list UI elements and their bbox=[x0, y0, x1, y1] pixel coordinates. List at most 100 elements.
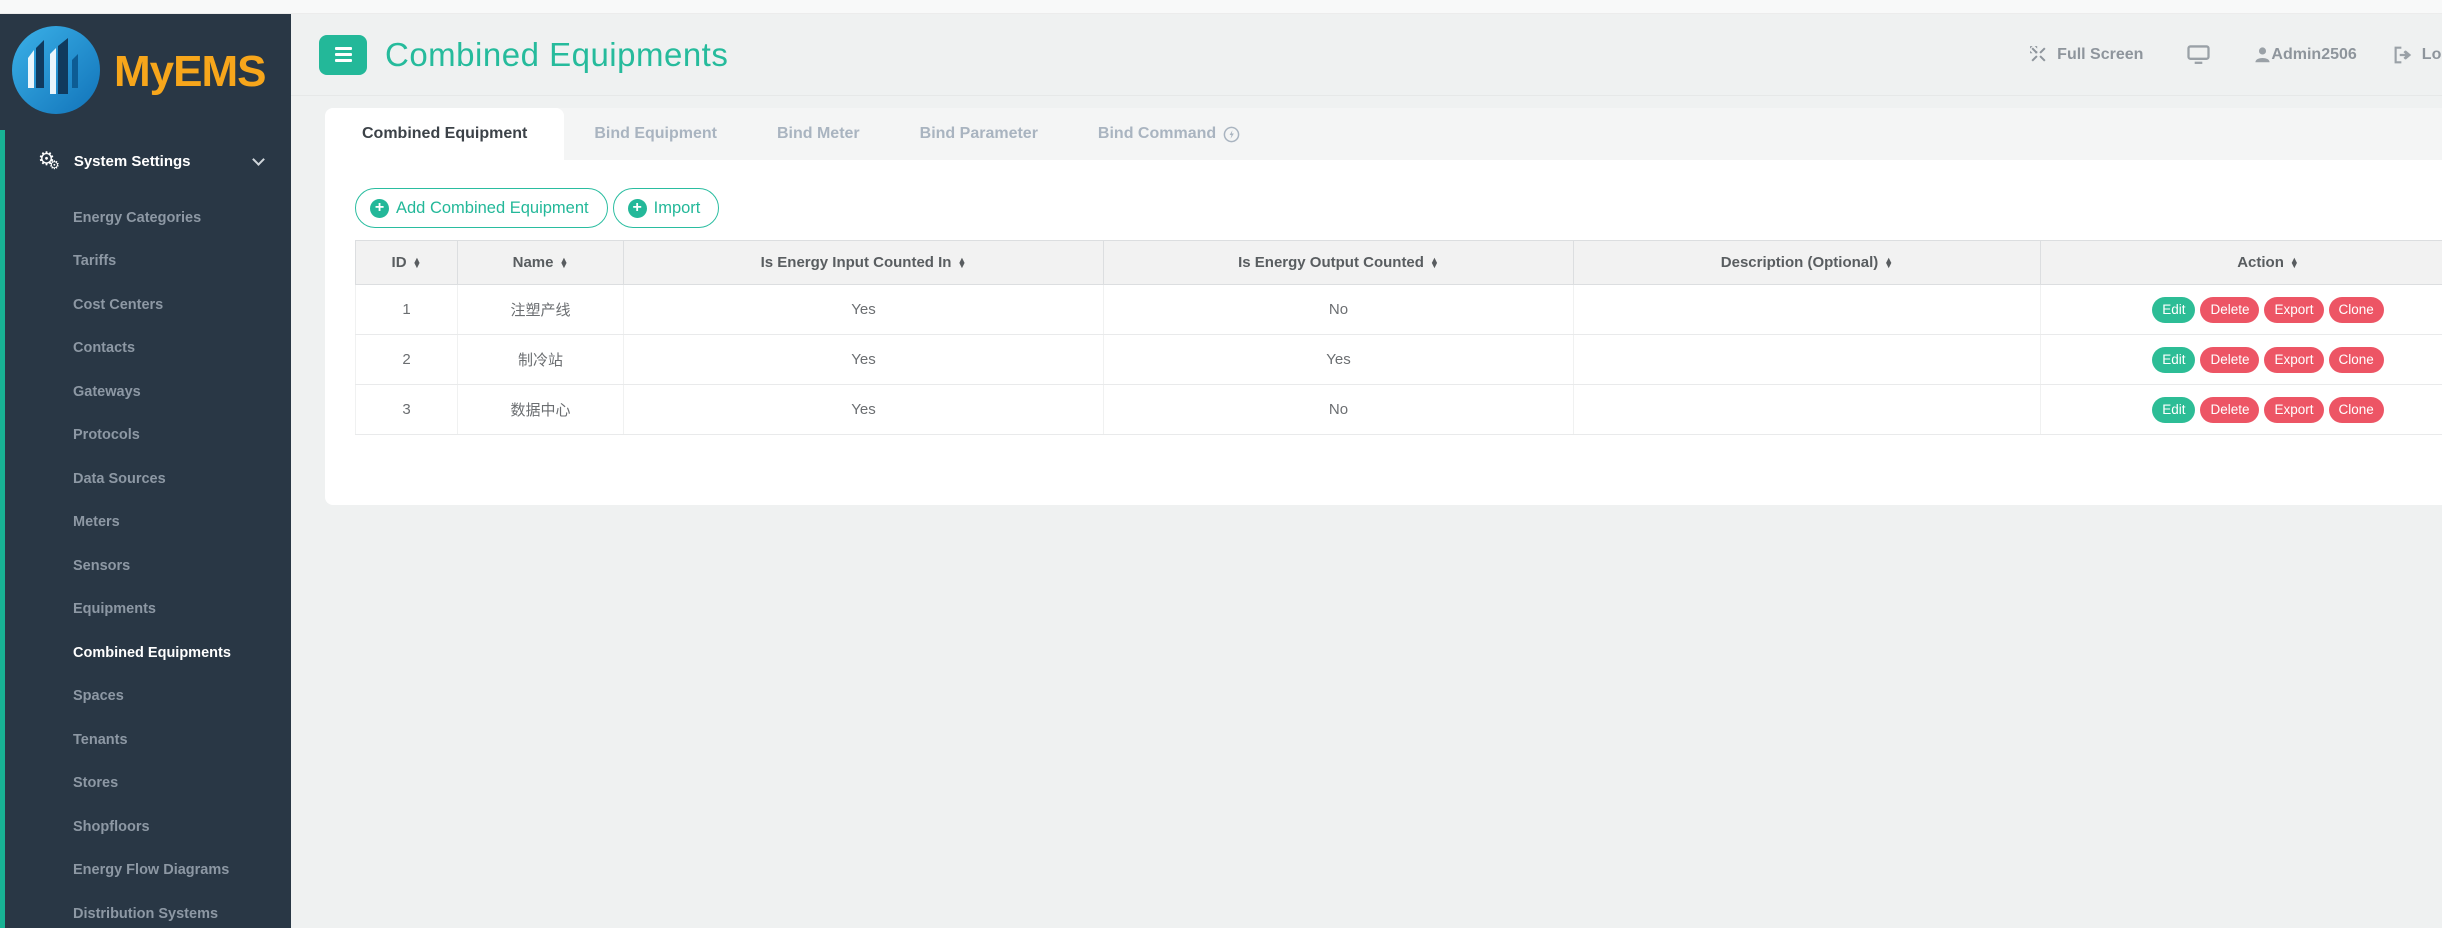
chevron-down-icon bbox=[252, 152, 265, 166]
column-header-output-counted[interactable]: Is Energy Output Counted ▲ ▼ bbox=[1103, 240, 1574, 285]
cell-name: 数据中心 bbox=[457, 384, 624, 435]
sidebar-menu: ⚙⚙ System Settings Energy Categories Tar… bbox=[0, 130, 291, 928]
user-icon bbox=[2255, 47, 2271, 63]
sidebar-item-meters[interactable]: Meters bbox=[73, 514, 120, 531]
brand-logo[interactable]: MyEMS bbox=[0, 14, 291, 130]
combined-equipments-table: ID ▲ ▼ Name ▲ ▼ Is Energy Input Counted In ▲ ▼… bbox=[355, 240, 2442, 435]
cell-input-counted: Yes bbox=[623, 384, 1104, 435]
tab-bind-equipment[interactable]: Bind Equipment bbox=[594, 125, 717, 142]
cell-input-counted: Yes bbox=[623, 334, 1104, 385]
toolbar: + Add Combined Equipment + Import bbox=[355, 188, 2442, 228]
username: Admin2506 bbox=[2271, 45, 2357, 63]
tab-bar: Combined Equipment Bind Equipment Bind M… bbox=[325, 108, 2442, 160]
myems-logo-icon bbox=[10, 24, 102, 121]
delete-button[interactable]: Delete bbox=[2200, 396, 2260, 423]
page-header: Combined Equipments Full Screen bbox=[291, 14, 2442, 96]
tab-bind-command[interactable]: Bind Command bbox=[1068, 108, 1270, 160]
cell-output-counted: Yes bbox=[1103, 334, 1574, 385]
delete-button[interactable]: Delete bbox=[2200, 346, 2260, 373]
action-buttons: Edit Delete Export Clone bbox=[2041, 396, 2442, 423]
sidebar-item-sensors[interactable]: Sensors bbox=[73, 557, 131, 574]
clone-button[interactable]: Clone bbox=[2328, 296, 2384, 323]
command-circle-icon bbox=[1223, 126, 1240, 143]
clone-button[interactable]: Clone bbox=[2328, 396, 2384, 423]
sidebar-item-shopfloors[interactable]: Shopfloors bbox=[73, 818, 150, 835]
header-actions: Full Screen Admin2506 bbox=[2029, 44, 2442, 65]
action-buttons: Edit Delete Export Clone bbox=[2041, 296, 2442, 323]
sidebar-item-cost-centers[interactable]: Cost Centers bbox=[73, 296, 164, 313]
brand-name: MyEMS bbox=[114, 47, 266, 96]
sort-icon: ▲ ▼ bbox=[1884, 255, 1894, 270]
sidebar-item-protocols[interactable]: Protocols bbox=[73, 427, 140, 444]
column-header-id[interactable]: ID ▲ ▼ bbox=[355, 240, 458, 285]
cell-id: 1 bbox=[355, 284, 458, 335]
content-card: Combined Equipment Bind Equipment Bind M… bbox=[325, 108, 2442, 505]
import-button[interactable]: + Import bbox=[612, 188, 720, 228]
table-row: 1 注塑产线 Yes No Edit Delete Export Clone bbox=[355, 284, 2442, 335]
top-strip bbox=[0, 0, 2442, 14]
tab-bind-parameter[interactable]: Bind Parameter bbox=[919, 125, 1038, 142]
sidebar-section-system-settings[interactable]: ⚙⚙ System Settings bbox=[5, 144, 291, 178]
column-header-action[interactable]: Action ▲ ▼ bbox=[2040, 240, 2442, 285]
cell-name: 制冷站 bbox=[457, 334, 624, 385]
sort-icon: ▲ ▼ bbox=[559, 255, 569, 270]
add-combined-equipment-button[interactable]: + Add Combined Equipment bbox=[355, 188, 608, 228]
tab-combined-equipment[interactable]: Combined Equipment bbox=[325, 108, 565, 160]
sidebar-item-spaces[interactable]: Spaces bbox=[73, 688, 124, 705]
sidebar-item-tariffs[interactable]: Tariffs bbox=[73, 253, 117, 270]
edit-button[interactable]: Edit bbox=[2152, 296, 2196, 323]
clone-button[interactable]: Clone bbox=[2328, 346, 2384, 373]
cell-description bbox=[1573, 334, 2041, 385]
display-button[interactable] bbox=[2187, 44, 2211, 65]
column-header-input-counted[interactable]: Is Energy Input Counted In ▲ ▼ bbox=[623, 240, 1104, 285]
cogs-icon: ⚙⚙ bbox=[38, 149, 60, 172]
cell-input-counted: Yes bbox=[623, 284, 1104, 335]
logout-button[interactable]: Logout bbox=[2393, 46, 2442, 64]
user-menu[interactable]: Admin2506 bbox=[2254, 45, 2357, 64]
fullscreen-button[interactable]: Full Screen bbox=[2029, 45, 2143, 64]
edit-button[interactable]: Edit bbox=[2152, 396, 2196, 423]
sidebar-section-label: System Settings bbox=[73, 152, 191, 170]
cell-name: 注塑产线 bbox=[457, 284, 624, 335]
sort-icon: ▲ ▼ bbox=[1429, 255, 1439, 270]
table-row: 2 制冷站 Yes Yes Edit Delete Export Clone bbox=[355, 334, 2442, 385]
cell-output-counted: No bbox=[1103, 384, 1574, 435]
sidebar-item-energy-flow-diagrams[interactable]: Energy Flow Diagrams bbox=[73, 862, 230, 879]
cell-output-counted: No bbox=[1103, 284, 1574, 335]
sidebar-item-data-sources[interactable]: Data Sources bbox=[73, 470, 166, 487]
column-header-description[interactable]: Description (Optional) ▲ ▼ bbox=[1573, 240, 2041, 285]
edit-button[interactable]: Edit bbox=[2152, 346, 2196, 373]
main-content: Combined Equipments Full Screen bbox=[291, 14, 2442, 928]
monitor-icon bbox=[2187, 44, 2211, 64]
sidebar: MyEMS ⚙⚙ System Settings Energy Categori… bbox=[0, 14, 291, 928]
fullscreen-icon bbox=[2030, 46, 2046, 62]
table-header-row: ID ▲ ▼ Name ▲ ▼ Is Energy Input Counted In ▲ ▼… bbox=[355, 240, 2442, 285]
sidebar-item-gateways[interactable]: Gateways bbox=[73, 383, 141, 400]
tab-bind-meter[interactable]: Bind Meter bbox=[776, 125, 860, 142]
sidebar-toggle-button[interactable] bbox=[319, 34, 367, 75]
action-buttons: Edit Delete Export Clone bbox=[2041, 346, 2442, 373]
sidebar-item-energy-categories[interactable]: Energy Categories bbox=[73, 209, 202, 226]
sidebar-item-distribution-systems[interactable]: Distribution Systems bbox=[73, 905, 219, 922]
export-button[interactable]: Export bbox=[2264, 296, 2324, 323]
plus-circle-icon: + bbox=[370, 198, 389, 218]
sidebar-item-tenants[interactable]: Tenants bbox=[73, 731, 128, 748]
cell-id: 3 bbox=[355, 384, 458, 435]
page-title: Combined Equipments bbox=[385, 35, 729, 73]
export-button[interactable]: Export bbox=[2264, 396, 2324, 423]
sort-icon: ▲ ▼ bbox=[2289, 255, 2299, 270]
table-row: 3 数据中心 Yes No Edit Delete Export Clone bbox=[355, 384, 2442, 435]
sidebar-items: Energy Categories Tariffs Cost Centers C… bbox=[5, 196, 291, 928]
sidebar-item-stores[interactable]: Stores bbox=[73, 775, 119, 792]
sort-icon: ▲ ▼ bbox=[412, 255, 422, 270]
column-header-name[interactable]: Name ▲ ▼ bbox=[457, 240, 624, 285]
sidebar-item-contacts[interactable]: Contacts bbox=[73, 340, 136, 357]
plus-circle-icon: + bbox=[627, 198, 647, 218]
cell-id: 2 bbox=[355, 334, 458, 385]
delete-button[interactable]: Delete bbox=[2200, 296, 2260, 323]
logout-icon bbox=[2394, 46, 2411, 63]
sidebar-item-equipments[interactable]: Equipments bbox=[73, 601, 156, 618]
export-button[interactable]: Export bbox=[2264, 346, 2324, 373]
sidebar-item-combined-equipments[interactable]: Combined Equipments bbox=[73, 644, 231, 661]
cell-description bbox=[1573, 384, 2041, 435]
